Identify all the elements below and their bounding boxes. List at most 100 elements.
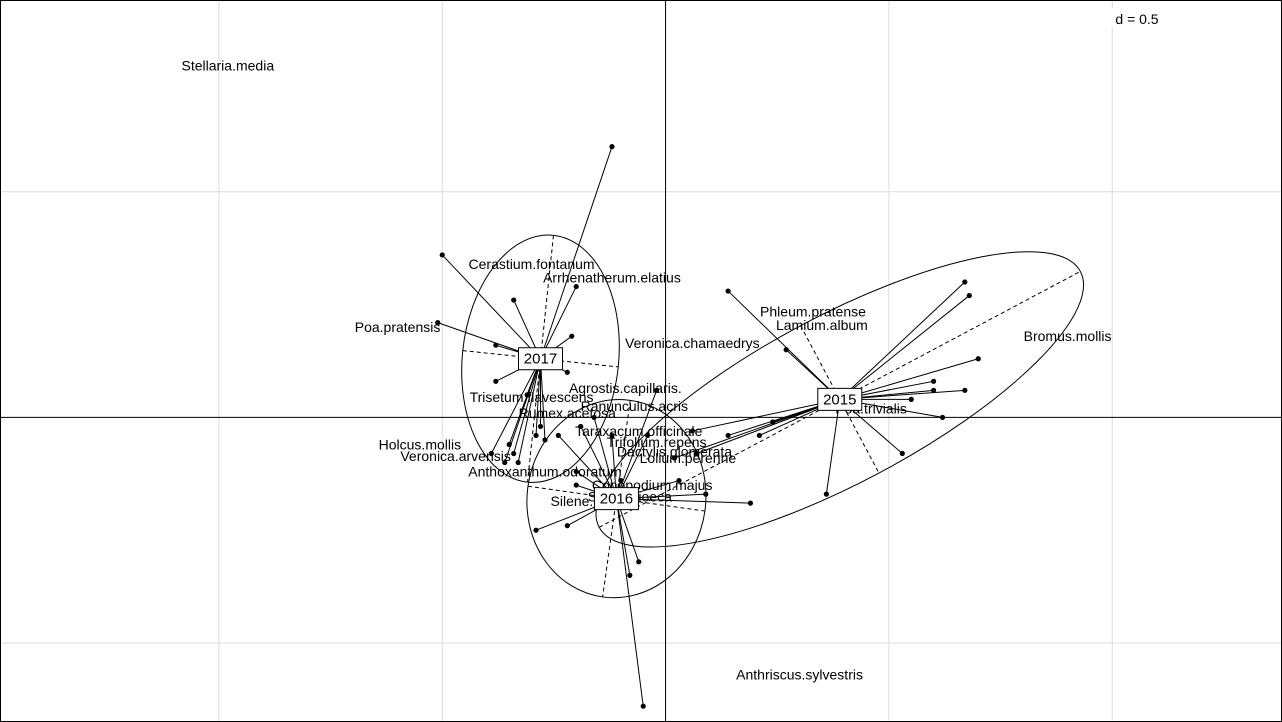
- group-label-text: 2015: [823, 391, 856, 408]
- spoke-2015: [696, 398, 840, 454]
- point-2017: [564, 369, 570, 375]
- point-2017: [533, 432, 539, 439]
- point-2016: [533, 527, 539, 533]
- point-2015: [962, 387, 968, 393]
- point-2017: [569, 333, 575, 339]
- group-label-text: 2017: [524, 351, 557, 368]
- point-2015: [908, 396, 914, 402]
- point-2015: [975, 356, 981, 362]
- variable-label: Trifolium.repens: [607, 434, 707, 450]
- variable-label: Trisetum.flavescens: [470, 389, 594, 405]
- point-2016: [609, 432, 615, 439]
- variable-label: Lolium.perenne: [640, 450, 737, 466]
- variable-label: Poa.pratensis: [355, 319, 441, 335]
- point-2016: [640, 703, 646, 709]
- point-2015: [939, 414, 946, 421]
- spoke-2015: [674, 398, 840, 459]
- point-2016: [636, 559, 642, 565]
- variable-label: Anthriscus.sylvestris: [736, 667, 863, 683]
- spoke-2016: [593, 417, 617, 499]
- variable-label: Lamium.album: [776, 317, 868, 333]
- point-2017: [511, 450, 517, 457]
- point-2015: [689, 428, 695, 434]
- group-label-2017: 2017: [517, 347, 563, 371]
- spoke-2017: [517, 358, 541, 463]
- point-2015: [823, 491, 829, 497]
- spoke-2017: [540, 146, 613, 359]
- group-label-box: [593, 487, 639, 511]
- spoke-2016: [615, 498, 644, 707]
- point-2016: [573, 468, 579, 475]
- point-2016: [747, 500, 754, 506]
- point-2015: [930, 387, 937, 393]
- spoke-2016: [615, 498, 631, 576]
- variable-label: Bromus.mollis: [1024, 328, 1112, 344]
- variable-label: Dactylis.glomerata: [617, 443, 732, 459]
- point-2016: [703, 491, 709, 497]
- point-2017: [537, 423, 544, 430]
- grid-scale-label: d = 0.5: [1115, 11, 1158, 27]
- variable-label: Holcus.mollis: [379, 436, 461, 452]
- data-points: [435, 144, 981, 709]
- point-2015: [962, 279, 968, 285]
- point-2016: [618, 477, 624, 484]
- spoke-2017: [513, 358, 541, 454]
- group-label-2016: 2016: [593, 487, 639, 511]
- point-2015: [671, 455, 678, 461]
- variable-label: Arrhenatherum.elatius: [543, 270, 681, 286]
- spoke-2016: [580, 426, 617, 499]
- variable-label: Cerastium.fontanum: [469, 256, 595, 272]
- spoke-2015: [839, 281, 966, 400]
- ellipse-group-2015: [595, 251, 1085, 548]
- point-2017: [488, 450, 494, 457]
- variable-label: Anthoxanthum.odoratum: [468, 464, 621, 480]
- variable-label: Veronica.arvensis: [400, 448, 511, 464]
- point-2017: [524, 392, 530, 398]
- spoke-2017: [535, 358, 541, 436]
- point-2017: [515, 459, 521, 466]
- point-2016: [578, 423, 584, 430]
- point-2016: [573, 482, 579, 488]
- variable-label: Agrostis.capillaris.: [569, 380, 682, 396]
- group-labels: 2017 2016 2015: [517, 347, 863, 511]
- point-2015: [930, 378, 937, 384]
- variable-label: Veronica.chamaedrys: [625, 335, 760, 351]
- point-2016: [645, 432, 651, 439]
- point-2016: [555, 432, 561, 439]
- point-2015: [966, 292, 972, 299]
- spoke-2015: [839, 295, 970, 400]
- spoke-2015: [839, 358, 979, 400]
- point-2016: [676, 477, 682, 484]
- group-label-2015: 2015: [817, 387, 863, 411]
- group-label-text: 2016: [600, 491, 633, 508]
- point-2017: [573, 283, 579, 290]
- ellipse-major-axis-2016: [527, 485, 705, 512]
- spoke-2017: [540, 286, 577, 359]
- point-2015: [725, 288, 731, 294]
- point-2016: [564, 523, 570, 529]
- point-2017: [502, 459, 508, 466]
- variable-label: Ranunculus.acris: [581, 398, 688, 414]
- scale-label-bg: [1100, 8, 1170, 28]
- point-2015: [899, 450, 905, 457]
- spoke-2015: [727, 290, 841, 400]
- point-2015: [770, 419, 776, 425]
- spoke-2017: [441, 254, 541, 360]
- point-2015: [783, 347, 789, 353]
- group-label-box: [517, 347, 563, 371]
- variable-labels: Stellaria.media Cerastium.fontanumArrhena…: [182, 57, 1112, 682]
- spoke-2015: [692, 398, 840, 432]
- variable-label: Rumex.acetosa: [519, 405, 616, 421]
- spoke-2017: [539, 358, 546, 440]
- point-2016: [591, 414, 597, 421]
- point-2015: [725, 432, 731, 439]
- ellipse-minor-axis-2017: [527, 235, 554, 483]
- point-2017: [435, 320, 441, 326]
- point-2017: [439, 252, 445, 258]
- spoke-2017: [490, 358, 541, 454]
- point-2016: [627, 572, 633, 578]
- group-label-box: [817, 387, 863, 411]
